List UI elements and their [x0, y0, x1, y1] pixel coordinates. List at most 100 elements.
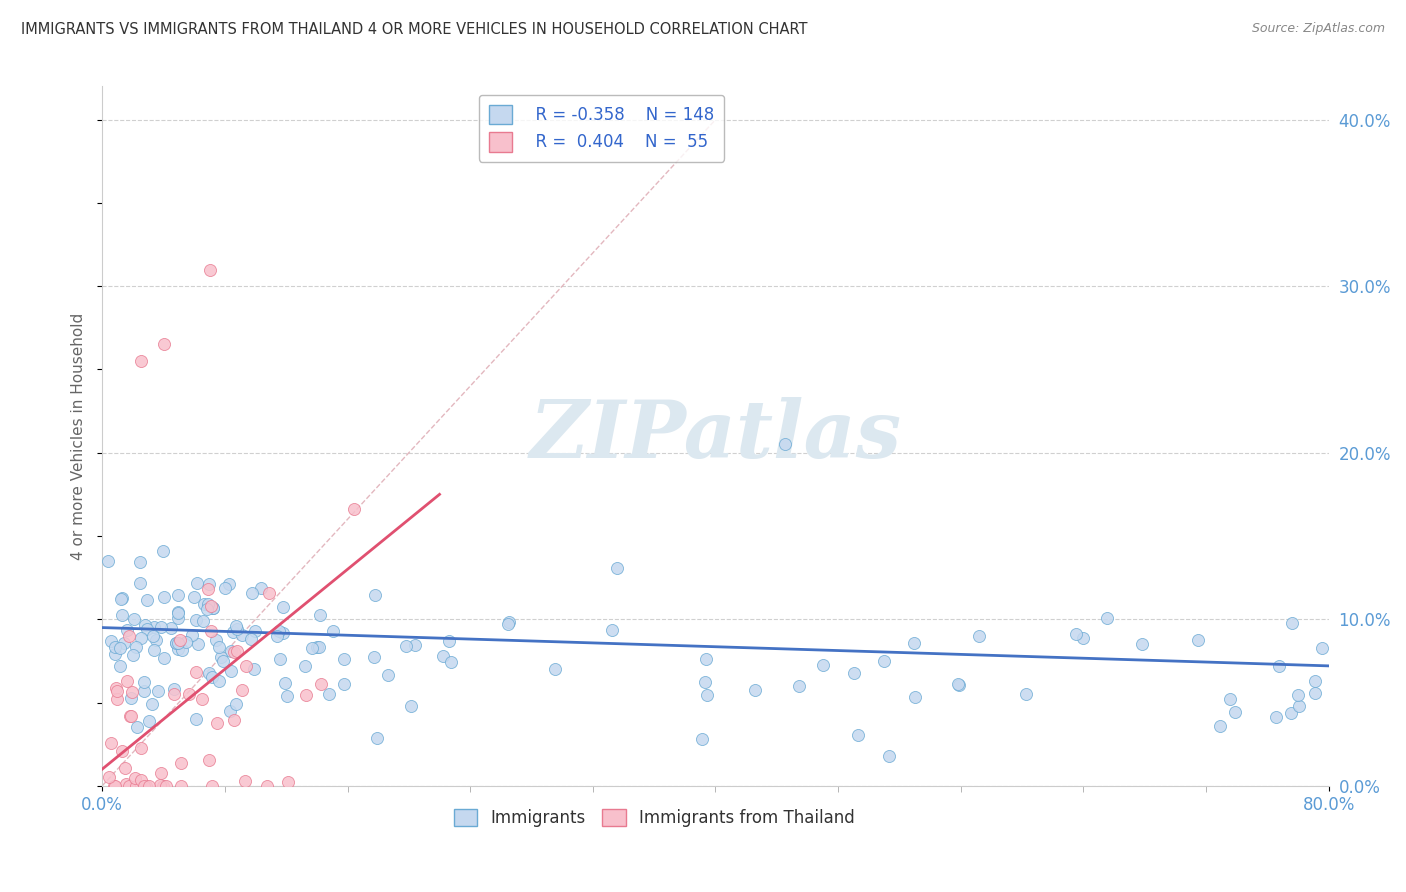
Point — [208, 640, 231, 655]
Point — [276, 689, 298, 703]
Point — [104, 647, 127, 661]
Point — [1288, 698, 1310, 713]
Point — [219, 643, 242, 657]
Point — [224, 645, 246, 659]
Point — [219, 664, 242, 678]
Point — [131, 631, 153, 645]
Point — [105, 681, 128, 695]
Point — [219, 704, 242, 718]
Point — [167, 635, 190, 649]
Point — [1265, 710, 1288, 724]
Point — [118, 779, 141, 793]
Point — [125, 640, 148, 655]
Point — [903, 690, 925, 705]
Point — [274, 676, 297, 690]
Point — [1187, 633, 1209, 648]
Point — [172, 643, 194, 657]
Point — [124, 771, 146, 785]
Y-axis label: 4 or more Vehicles in Household: 4 or more Vehicles in Household — [72, 312, 86, 559]
Legend: Immigrants, Immigrants from Thailand: Immigrants, Immigrants from Thailand — [447, 802, 862, 833]
Point — [224, 713, 246, 727]
Point — [332, 677, 354, 691]
Point — [266, 630, 288, 644]
Point — [787, 679, 810, 693]
Point — [225, 698, 247, 712]
Point — [132, 779, 155, 793]
Point — [343, 502, 366, 516]
Point — [160, 622, 183, 636]
Point — [152, 337, 174, 351]
Point — [1279, 706, 1302, 720]
Point — [1209, 719, 1232, 733]
Point — [267, 624, 290, 639]
Point — [105, 683, 128, 698]
Point — [125, 779, 148, 793]
Point — [256, 779, 278, 793]
Point — [404, 638, 426, 652]
Point — [153, 651, 176, 665]
Point — [132, 675, 155, 690]
Point — [377, 668, 399, 682]
Point — [166, 588, 188, 602]
Point — [366, 731, 388, 745]
Point — [118, 709, 141, 723]
Text: ZIPatlas: ZIPatlas — [530, 397, 901, 475]
Point — [269, 651, 291, 665]
Point — [103, 779, 125, 793]
Point — [149, 620, 172, 634]
Point — [114, 760, 136, 774]
Point — [135, 622, 157, 636]
Point — [202, 601, 225, 615]
Point — [112, 635, 135, 649]
Point — [167, 642, 190, 657]
Point — [364, 588, 387, 602]
Point — [115, 674, 138, 689]
Point — [231, 683, 253, 698]
Point — [439, 655, 461, 669]
Point — [322, 624, 344, 639]
Point — [128, 575, 150, 590]
Point — [744, 683, 766, 698]
Point — [1014, 687, 1036, 701]
Point — [169, 779, 191, 793]
Point — [294, 688, 316, 702]
Point — [111, 744, 134, 758]
Point — [877, 748, 900, 763]
Point — [250, 581, 273, 595]
Point — [105, 692, 128, 706]
Point — [100, 634, 122, 648]
Point — [946, 676, 969, 690]
Point — [243, 624, 266, 639]
Point — [152, 544, 174, 558]
Point — [231, 628, 253, 642]
Point — [104, 779, 127, 793]
Point — [118, 629, 141, 643]
Point — [240, 585, 263, 599]
Point — [184, 665, 207, 680]
Point — [209, 649, 232, 664]
Point — [198, 753, 221, 767]
Point — [176, 635, 198, 649]
Point — [125, 720, 148, 734]
Point — [201, 779, 224, 793]
Point — [111, 591, 134, 605]
Point — [198, 262, 221, 277]
Point — [690, 731, 713, 746]
Point — [104, 640, 127, 654]
Point — [1281, 616, 1303, 631]
Point — [170, 756, 193, 770]
Point — [165, 636, 187, 650]
Point — [842, 666, 865, 681]
Point — [111, 608, 134, 623]
Point — [695, 652, 717, 666]
Point — [243, 662, 266, 676]
Point — [811, 658, 834, 673]
Point — [122, 612, 145, 626]
Point — [122, 648, 145, 662]
Point — [1219, 691, 1241, 706]
Point — [186, 576, 208, 591]
Point — [180, 628, 202, 642]
Point — [169, 633, 191, 648]
Point — [1225, 705, 1247, 719]
Point — [903, 636, 925, 650]
